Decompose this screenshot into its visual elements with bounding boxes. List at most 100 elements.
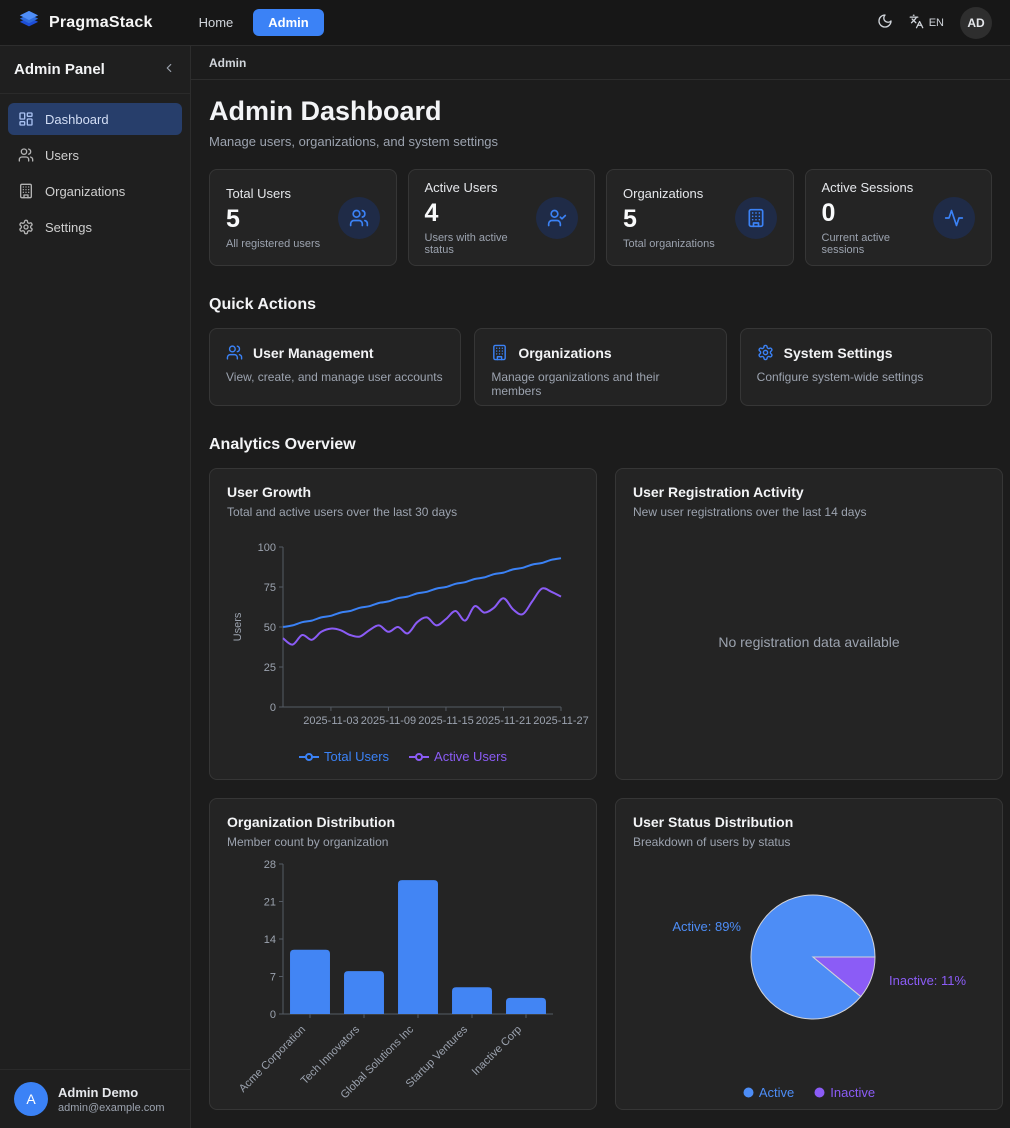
nav-link-home[interactable]: Home <box>198 15 234 30</box>
users-icon <box>337 196 380 239</box>
main-nav: Home Admin <box>189 9 324 36</box>
sidebar-item-settings[interactable]: Settings <box>8 211 182 243</box>
chart-subtitle: New user registrations over the last 14 … <box>633 505 867 519</box>
svg-text:2025-11-15: 2025-11-15 <box>418 715 473 727</box>
sidebar-item-label: Dashboard <box>45 111 109 127</box>
chart-title: User Status Distribution <box>633 814 794 830</box>
organization-distribution-card: Organization Distribution Member count b… <box>209 798 597 1110</box>
svg-text:Inactive Corp: Inactive Corp <box>470 1024 524 1078</box>
svg-text:Active: 89%: Active: 89% <box>672 919 741 934</box>
dashboard-content: Admin Dashboard Manage users, organizati… <box>191 80 1010 1128</box>
svg-text:28: 28 <box>264 859 276 871</box>
sidebar-header: Admin Panel <box>0 46 190 94</box>
sidebar-item-organizations[interactable]: Organizations <box>8 175 182 207</box>
user-avatar[interactable]: AD <box>960 6 992 39</box>
chart-subtitle: Breakdown of users by status <box>633 835 791 849</box>
quick-action-title: User Management <box>253 344 374 361</box>
stats-grid: Total Users 5 All registered users Activ… <box>209 169 992 266</box>
breadcrumb[interactable]: Admin <box>209 55 247 70</box>
nav-link-admin[interactable]: Admin <box>253 9 324 36</box>
stat-card-total-users: Total Users 5 All registered users <box>209 169 397 266</box>
stat-value: 0 <box>821 198 836 227</box>
quick-action-title: System Settings <box>783 344 893 361</box>
svg-text:100: 100 <box>258 542 276 554</box>
user-check-icon <box>536 196 578 239</box>
languages-icon <box>909 14 924 32</box>
chevron-left-icon <box>162 61 176 78</box>
registration-empty-state: No registration data available <box>633 519 985 764</box>
sidebar-item-label: Users <box>45 147 79 163</box>
quick-action-title: Organizations <box>518 344 612 361</box>
legend-dot-icon <box>814 1087 825 1098</box>
legend-item-active: Active <box>743 1085 794 1100</box>
stat-card-organizations: Organizations 5 Total organizations <box>606 169 794 266</box>
svg-text:2025-11-21: 2025-11-21 <box>476 715 531 727</box>
sidebar-item-label: Organizations <box>45 183 126 199</box>
dashboard-icon <box>18 111 34 127</box>
legend-line-marker-icon <box>409 752 430 761</box>
page-title: Admin Dashboard <box>209 96 442 126</box>
quick-action-organizations[interactable]: Organizations Manage organizations and t… <box>474 328 727 406</box>
legend-item-inactive: Inactive <box>814 1085 875 1100</box>
legend-item-total-users: Total Users <box>299 749 389 764</box>
chart-subtitle: Total and active users over the last 30 … <box>227 505 458 519</box>
sidebar-user-email: admin@example.com <box>58 1101 165 1114</box>
sidebar-item-users[interactable]: Users <box>8 139 182 171</box>
layers-logo-icon <box>18 9 40 36</box>
chart-title: User Registration Activity <box>633 484 804 500</box>
quick-action-system-settings[interactable]: System Settings Configure system-wide se… <box>739 328 992 406</box>
stat-card-active-users: Active Users 4 Users with active status <box>407 169 595 266</box>
stat-description: All registered users <box>226 237 321 250</box>
svg-text:25: 25 <box>264 662 276 674</box>
charts-grid: User Growth Total and active users over … <box>209 468 1003 1110</box>
analytics-heading: Analytics Overview <box>209 436 356 453</box>
quick-action-description: Manage organizations and their members <box>491 370 660 398</box>
chart-subtitle: Member count by organization <box>227 835 389 849</box>
quick-actions-grid: User Management View, create, and manage… <box>209 328 992 406</box>
svg-text:14: 14 <box>264 934 276 946</box>
stat-label: Total Users <box>226 185 292 201</box>
svg-text:50: 50 <box>264 622 276 634</box>
moon-icon <box>877 13 893 32</box>
brand-name: PragmaStack <box>49 13 153 31</box>
pie-chart-legend: Active Inactive <box>743 1085 875 1100</box>
legend-line-marker-icon <box>299 752 319 761</box>
svg-text:75: 75 <box>264 582 276 594</box>
stat-label: Active Users <box>424 179 498 195</box>
quick-action-user-management[interactable]: User Management View, create, and manage… <box>209 328 462 406</box>
top-navbar: PragmaStack Home Admin EN AD <box>0 0 1010 46</box>
user-status-card: User Status Distribution Breakdown of us… <box>615 798 1003 1110</box>
stat-card-active-sessions: Active Sessions 0 Current active session… <box>804 169 992 266</box>
language-button[interactable]: EN <box>909 14 944 32</box>
stat-value: 4 <box>424 198 439 227</box>
stat-value: 5 <box>623 204 637 233</box>
user-status-pie-chart: Active: 89% Inactive: 11% Active Inactive <box>633 849 985 1100</box>
sidebar-item-label: Settings <box>45 219 92 235</box>
chart-title: User Growth <box>227 484 312 500</box>
sidebar-nav: Dashboard Users Organizations Settings <box>0 94 190 252</box>
sidebar-user[interactable]: A Admin Demo admin@example.com <box>0 1069 190 1128</box>
organization-bar-chart: 0 7 14 21 28 Acme Corporation Tech Innovators G… <box>227 849 579 1101</box>
svg-text:0: 0 <box>270 1009 276 1021</box>
pie-chart-svg: Active: 89% Inactive: 11% <box>672 894 967 1020</box>
settings-icon <box>757 344 774 361</box>
svg-text:21: 21 <box>264 897 276 909</box>
svg-text:0: 0 <box>270 702 276 714</box>
sidebar: Admin Panel Dashboard Users Organization… <box>0 46 191 1128</box>
avatar: A <box>14 1082 48 1116</box>
theme-toggle-button[interactable] <box>877 13 893 32</box>
svg-text:Users: Users <box>232 612 244 641</box>
sidebar-user-name: Admin Demo <box>58 1084 139 1100</box>
sidebar-item-dashboard[interactable]: Dashboard <box>8 103 182 135</box>
users-icon <box>18 147 34 163</box>
chart-title: Organization Distribution <box>227 814 395 830</box>
svg-text:Acme Corporation: Acme Corporation <box>237 1024 308 1095</box>
stat-label: Organizations <box>623 185 704 201</box>
building-icon <box>734 196 777 239</box>
brand[interactable]: PragmaStack <box>18 9 153 36</box>
line-chart-legend: Total Users Active Users <box>299 749 507 764</box>
breadcrumb-bar: Admin <box>191 46 1010 80</box>
sidebar-collapse-button[interactable] <box>162 61 176 78</box>
